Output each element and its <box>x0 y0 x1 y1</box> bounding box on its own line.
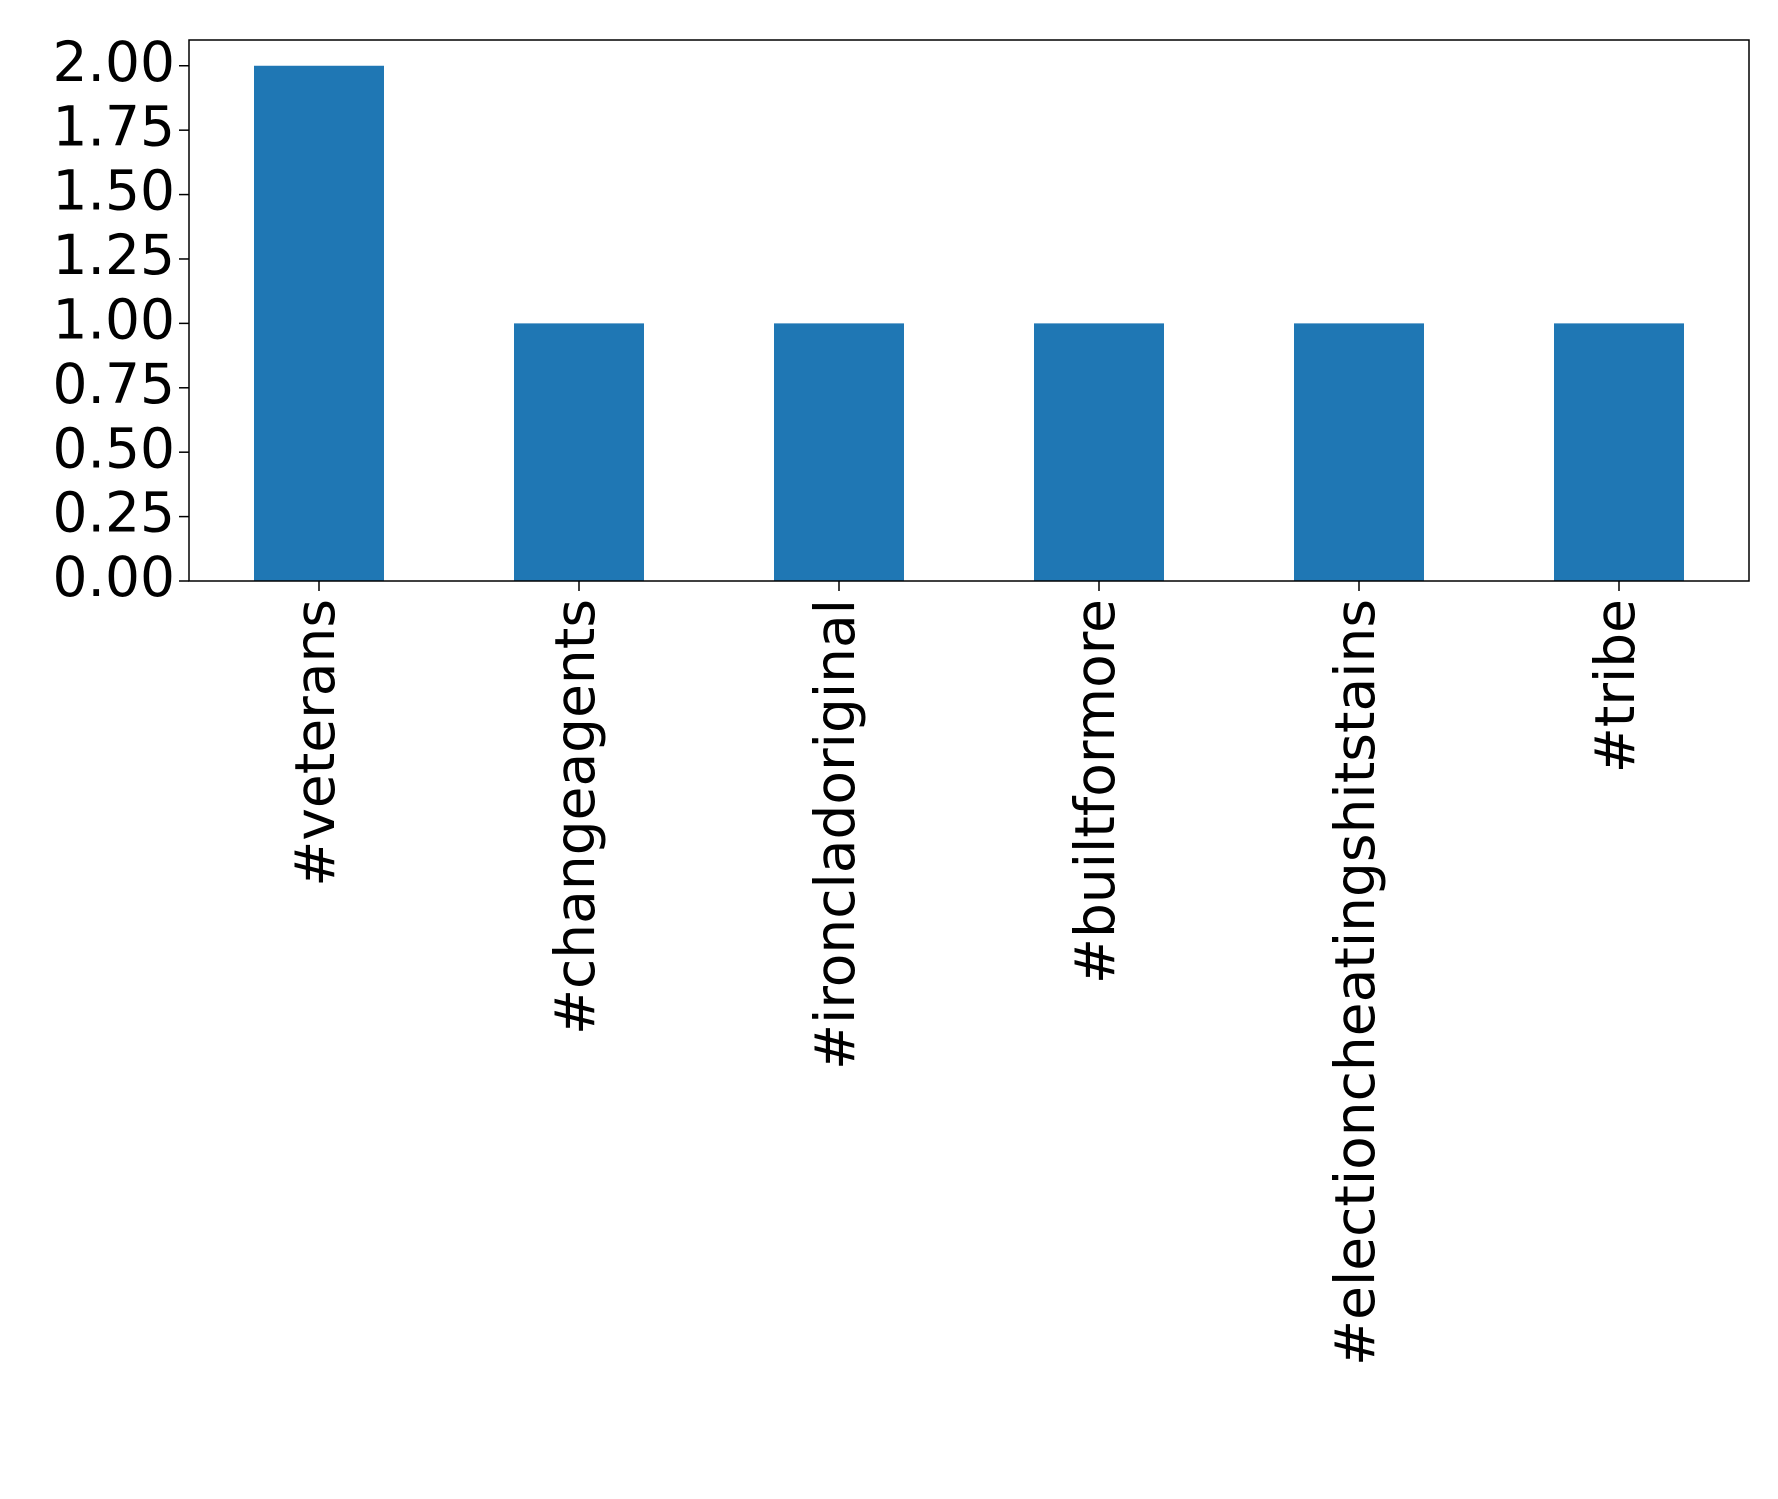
y-tick-label: 1.75 <box>53 94 175 158</box>
x-tick-label: #tribe <box>1583 599 1647 773</box>
y-tick-label: 1.00 <box>53 288 175 352</box>
bar <box>1294 323 1424 581</box>
x-tick-label: #ironcladoriginal <box>803 599 867 1070</box>
bar <box>1554 323 1684 581</box>
y-tick-label: 0.25 <box>53 481 175 545</box>
plot-frame <box>188 39 1750 582</box>
y-tick-label: 0.50 <box>53 416 175 480</box>
bar <box>1034 323 1164 581</box>
y-tick-label: 0.00 <box>53 545 175 609</box>
x-tick-label: #builtformore <box>1063 599 1127 984</box>
x-tick-label: #changeagents <box>543 599 607 1035</box>
y-tick-label: 0.75 <box>53 352 175 416</box>
y-tick-label: 2.00 <box>53 30 175 94</box>
x-tick-label: #veterans <box>283 599 347 887</box>
x-tick-label: #electioncheatingshitstains <box>1323 599 1387 1366</box>
bar <box>774 323 904 581</box>
bar <box>254 65 384 581</box>
bar <box>514 323 644 581</box>
y-tick-label: 1.50 <box>53 159 175 223</box>
y-tick-label: 1.25 <box>53 223 175 287</box>
